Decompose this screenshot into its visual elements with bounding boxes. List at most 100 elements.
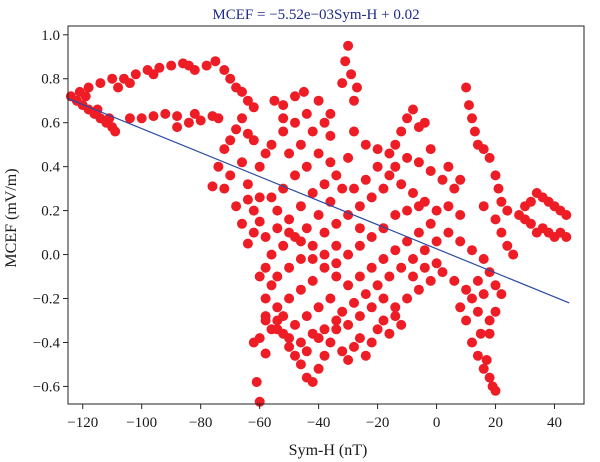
data-point [207,181,218,192]
x-tick-label: −60 [248,415,271,431]
x-tick-label: −80 [189,415,212,431]
data-point [469,126,480,137]
data-point [331,271,342,282]
data-point [360,350,371,361]
data-point [484,328,495,339]
data-point [413,284,424,295]
data-point [325,157,336,168]
data-point [449,183,460,194]
data-point [284,341,295,352]
data-point [490,170,501,181]
data-point [396,126,407,137]
data-point [172,122,183,133]
data-point [189,65,200,75]
data-point [478,144,489,155]
data-point [425,166,436,176]
data-point [378,315,389,326]
data-point [307,275,318,286]
data-point [340,56,351,67]
data-point [260,232,271,242]
data-point [478,289,489,300]
x-axis: −120 −100 −80 −60 −40 −20 0 20 40 [67,404,562,431]
data-point [290,91,300,102]
x-tick-label: −120 [67,415,98,431]
data-point [431,236,442,247]
data-point [472,275,483,286]
data-point [413,227,424,238]
data-point [301,311,312,322]
data-point [419,245,430,256]
data-point [408,254,418,264]
data-point [242,179,253,190]
data-point [455,210,466,220]
data-point [354,271,365,282]
data-point [478,201,489,212]
data-point [360,139,371,150]
data-point [107,73,118,84]
data-point [408,271,418,282]
data-point [467,293,477,304]
data-point [443,227,454,238]
data-point [301,108,312,119]
data-point [354,201,365,212]
data-point [449,275,460,286]
data-point [461,315,472,326]
data-point [307,254,318,264]
data-point [242,194,253,205]
data-point [272,205,283,216]
data-point [325,108,336,119]
data-point [295,254,306,264]
data-point [493,183,504,194]
data-point [343,319,354,330]
data-point [272,271,283,282]
data-point [461,82,472,93]
data-point [272,302,283,313]
data-point [349,297,359,308]
data-point [319,179,330,190]
x-tick-label: −40 [307,415,330,431]
data-point [313,148,324,159]
data-point [390,311,401,322]
data-point [266,280,277,291]
data-point [319,324,330,335]
data-point [484,315,495,326]
data-point [295,201,306,212]
data-point [266,139,277,150]
data-point [467,337,477,348]
data-point [278,113,289,124]
data-point [290,350,300,361]
data-point [260,348,271,359]
data-point [260,315,271,326]
data-point [343,210,354,220]
data-point [496,289,507,300]
data-point [237,86,247,97]
data-point [378,183,389,194]
data-point [337,306,348,317]
data-point [290,170,300,181]
data-point [378,254,389,264]
data-point [520,214,530,225]
data-point [284,148,295,159]
data-point [490,214,501,225]
data-point [284,262,295,273]
y-tick-label: 1.0 [41,28,60,44]
data-point [443,161,454,172]
data-point [437,174,448,185]
data-point [278,100,289,111]
data-point [467,113,477,124]
data-point [113,82,124,93]
data-point [455,174,466,185]
data-point [307,188,318,198]
data-point [431,205,442,216]
data-point [561,210,572,220]
data-point [343,40,354,51]
data-point [183,117,194,128]
data-point [390,302,401,313]
data-point [472,306,483,317]
data-point [467,245,477,256]
data-point [295,139,306,150]
data-point [166,60,177,71]
y-tick-label: −0.2 [33,292,60,308]
data-point [272,223,283,234]
data-point [402,113,413,124]
